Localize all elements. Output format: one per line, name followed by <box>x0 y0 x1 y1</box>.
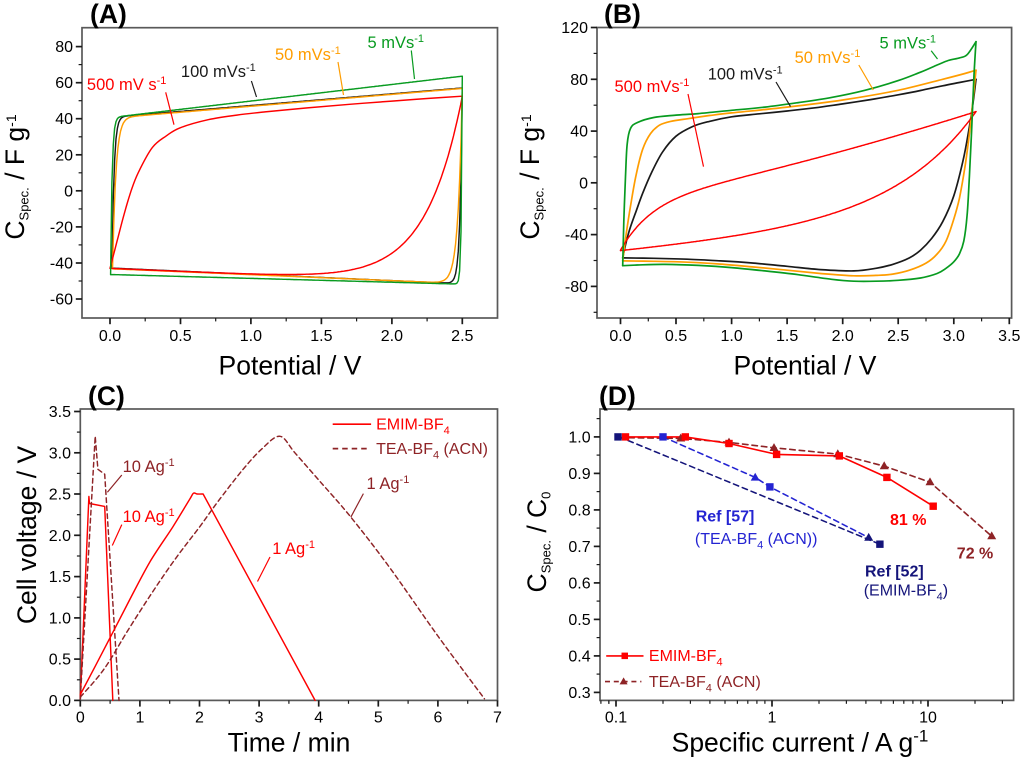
svg-text:1.0: 1.0 <box>720 328 742 345</box>
svg-text:-20: -20 <box>50 219 73 236</box>
svg-text:EMIM-BF4: EMIM-BF4 <box>376 417 450 438</box>
svg-text:Ref [57]: Ref [57] <box>696 509 755 526</box>
svg-text:80: 80 <box>570 72 588 89</box>
svg-text:-40: -40 <box>50 256 73 273</box>
svg-text:0.5: 0.5 <box>169 328 191 345</box>
svg-text:0.5: 0.5 <box>665 328 687 345</box>
svg-text:TEA-BF4 (ACN): TEA-BF4 (ACN) <box>649 674 761 695</box>
svg-text:3.0: 3.0 <box>49 445 71 462</box>
svg-text:50 mVs-1: 50 mVs-1 <box>795 48 861 67</box>
svg-text:120: 120 <box>561 20 588 37</box>
svg-text:500 mV s-1: 500 mV s-1 <box>87 75 166 94</box>
svg-text:0.0: 0.0 <box>99 328 121 345</box>
svg-text:(B): (B) <box>604 0 641 29</box>
svg-text:0.1: 0.1 <box>605 710 627 727</box>
svg-text:2.5: 2.5 <box>49 487 71 504</box>
svg-text:0.5: 0.5 <box>49 652 71 669</box>
svg-text:3: 3 <box>255 710 264 727</box>
svg-text:81 %: 81 % <box>890 512 926 529</box>
svg-text:0.9: 0.9 <box>568 466 590 483</box>
svg-text:(EMIM-BF4): (EMIM-BF4) <box>864 583 948 604</box>
svg-text:0.0: 0.0 <box>49 693 71 710</box>
svg-text:0: 0 <box>579 175 588 192</box>
svg-text:3.5: 3.5 <box>49 404 71 421</box>
svg-text:0.8: 0.8 <box>568 502 590 519</box>
svg-text:1.0: 1.0 <box>49 610 71 627</box>
svg-text:10 Ag-1: 10 Ag-1 <box>123 507 175 526</box>
svg-text:1.0: 1.0 <box>568 429 590 446</box>
svg-text:CSpec. / F g-1: CSpec. / F g-1 <box>515 114 547 239</box>
svg-text:0.3: 0.3 <box>568 685 590 702</box>
svg-text:6: 6 <box>433 710 442 727</box>
svg-text:2.5: 2.5 <box>451 328 473 345</box>
svg-text:72 %: 72 % <box>957 546 993 563</box>
svg-text:500 mVs-1: 500 mVs-1 <box>615 77 690 96</box>
svg-text:-40: -40 <box>565 227 588 244</box>
svg-text:5 mVs-1: 5 mVs-1 <box>368 33 425 52</box>
svg-text:60: 60 <box>55 75 73 92</box>
svg-text:(TEA-BF4 (ACN)): (TEA-BF4 (ACN)) <box>695 531 818 552</box>
svg-text:EMIM-BF4: EMIM-BF4 <box>649 648 723 669</box>
svg-text:2.0: 2.0 <box>832 328 854 345</box>
svg-text:Cell voltage / V: Cell voltage / V <box>12 446 42 625</box>
svg-text:1.5: 1.5 <box>776 328 798 345</box>
svg-text:Ref [52]: Ref [52] <box>865 563 924 580</box>
svg-text:Time / min: Time / min <box>228 728 351 758</box>
svg-text:1 Ag-1: 1 Ag-1 <box>272 539 315 558</box>
svg-text:-60: -60 <box>50 292 73 309</box>
svg-text:1 Ag-1: 1 Ag-1 <box>367 474 410 493</box>
svg-text:3.0: 3.0 <box>943 328 965 345</box>
svg-text:1.5: 1.5 <box>49 569 71 586</box>
svg-text:100 mVs-1: 100 mVs-1 <box>181 62 256 81</box>
svg-text:50 mVs-1: 50 mVs-1 <box>275 45 341 64</box>
svg-text:1: 1 <box>768 710 777 727</box>
svg-text:0: 0 <box>76 710 85 727</box>
svg-text:0.6: 0.6 <box>568 575 590 592</box>
svg-text:CSpec. / F g-1: CSpec. / F g-1 <box>0 114 32 239</box>
svg-text:(A): (A) <box>90 0 127 29</box>
svg-text:1: 1 <box>135 710 144 727</box>
svg-text:-80: -80 <box>565 279 588 296</box>
svg-text:2.0: 2.0 <box>49 528 71 545</box>
svg-text:0.7: 0.7 <box>568 539 590 556</box>
svg-text:20: 20 <box>55 147 73 164</box>
svg-text:10: 10 <box>919 710 937 727</box>
svg-text:5 mVs-1: 5 mVs-1 <box>880 34 937 53</box>
svg-text:10 Ag-1: 10 Ag-1 <box>123 457 175 476</box>
svg-text:TEA-BF4 (ACN): TEA-BF4 (ACN) <box>376 441 488 462</box>
svg-text:7: 7 <box>493 710 502 727</box>
svg-text:40: 40 <box>570 124 588 141</box>
svg-text:100 mVs-1: 100 mVs-1 <box>708 65 783 84</box>
svg-text:1.0: 1.0 <box>240 328 262 345</box>
svg-text:1.5: 1.5 <box>310 328 332 345</box>
svg-text:2.5: 2.5 <box>887 328 909 345</box>
svg-text:2: 2 <box>195 710 204 727</box>
svg-text:2.0: 2.0 <box>381 328 403 345</box>
svg-text:Specific current / A g-1: Specific current / A g-1 <box>672 727 929 758</box>
svg-text:(C): (C) <box>88 381 125 411</box>
svg-text:Potential / V: Potential / V <box>219 351 362 381</box>
svg-text:80: 80 <box>55 39 73 56</box>
svg-text:Potential / V: Potential / V <box>734 351 877 381</box>
svg-text:5: 5 <box>374 710 383 727</box>
svg-text:0.4: 0.4 <box>568 648 590 665</box>
svg-text:40: 40 <box>55 111 73 128</box>
svg-text:(D): (D) <box>599 381 636 411</box>
svg-text:0.0: 0.0 <box>609 328 631 345</box>
svg-text:0.5: 0.5 <box>568 612 590 629</box>
svg-text:0: 0 <box>64 183 73 200</box>
svg-text:3.5: 3.5 <box>998 328 1020 345</box>
svg-text:4: 4 <box>314 710 323 727</box>
